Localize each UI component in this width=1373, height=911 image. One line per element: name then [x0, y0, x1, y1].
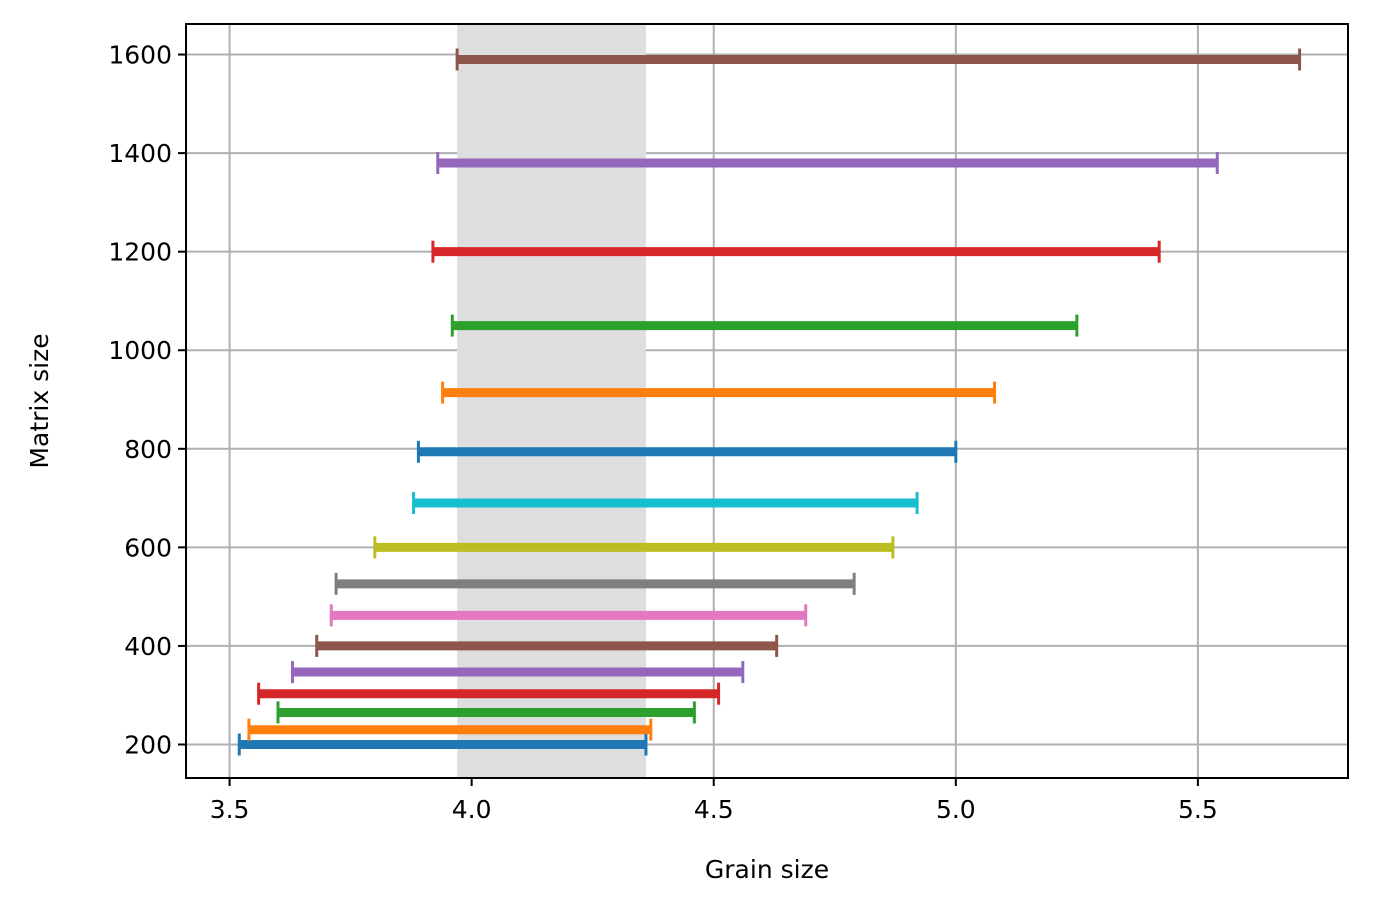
range-bar-600: [373, 536, 895, 559]
y-axis-label: Matrix size: [25, 333, 54, 468]
range-bar-1050: [450, 314, 1079, 337]
range-bar-462: [329, 604, 808, 627]
y-tick-label: 1400: [108, 139, 172, 168]
shaded-band: [457, 24, 646, 778]
range-bar-1380: [436, 151, 1219, 174]
y-tick-label: 1200: [108, 238, 172, 267]
plot-frame: [185, 23, 1349, 779]
y-tick-label: 800: [124, 435, 172, 464]
x-tick-label: 5.5: [1178, 795, 1218, 824]
series-layer: [237, 48, 1302, 756]
x-tick-label: 4.5: [694, 795, 734, 824]
range-bar-347: [291, 661, 745, 684]
range-bar-303: [257, 682, 721, 705]
x-tick-label: 5.0: [936, 795, 976, 824]
range-bar-1590: [455, 48, 1302, 71]
range-bar-200: [237, 733, 648, 756]
range-bar-794: [416, 440, 958, 463]
ticks: 3.5 4.0 4.5 5.0 5.5 200 400 600 800 1000 1200 1400 1…: [108, 41, 1217, 824]
range-bar-690: [412, 492, 919, 515]
y-tick-label: 600: [124, 533, 172, 562]
grid: [186, 24, 1348, 778]
range-bar-526: [334, 572, 856, 595]
y-tick-label: 200: [124, 730, 172, 759]
shaded-band-layer: [457, 24, 646, 778]
x-axis-label: Grain size: [705, 855, 829, 884]
x-tick-label: 3.5: [210, 795, 250, 824]
range-bar-230: [247, 718, 653, 741]
y-tick-label: 1600: [108, 41, 172, 70]
range-bar-1200: [431, 240, 1161, 263]
y-tick-label: 1000: [108, 336, 172, 365]
range-bar-265: [276, 701, 696, 724]
range-bar-914: [441, 381, 997, 404]
y-tick-label: 400: [124, 632, 172, 661]
x-tick-label: 4.0: [452, 795, 492, 824]
range-bar-400: [315, 634, 779, 657]
